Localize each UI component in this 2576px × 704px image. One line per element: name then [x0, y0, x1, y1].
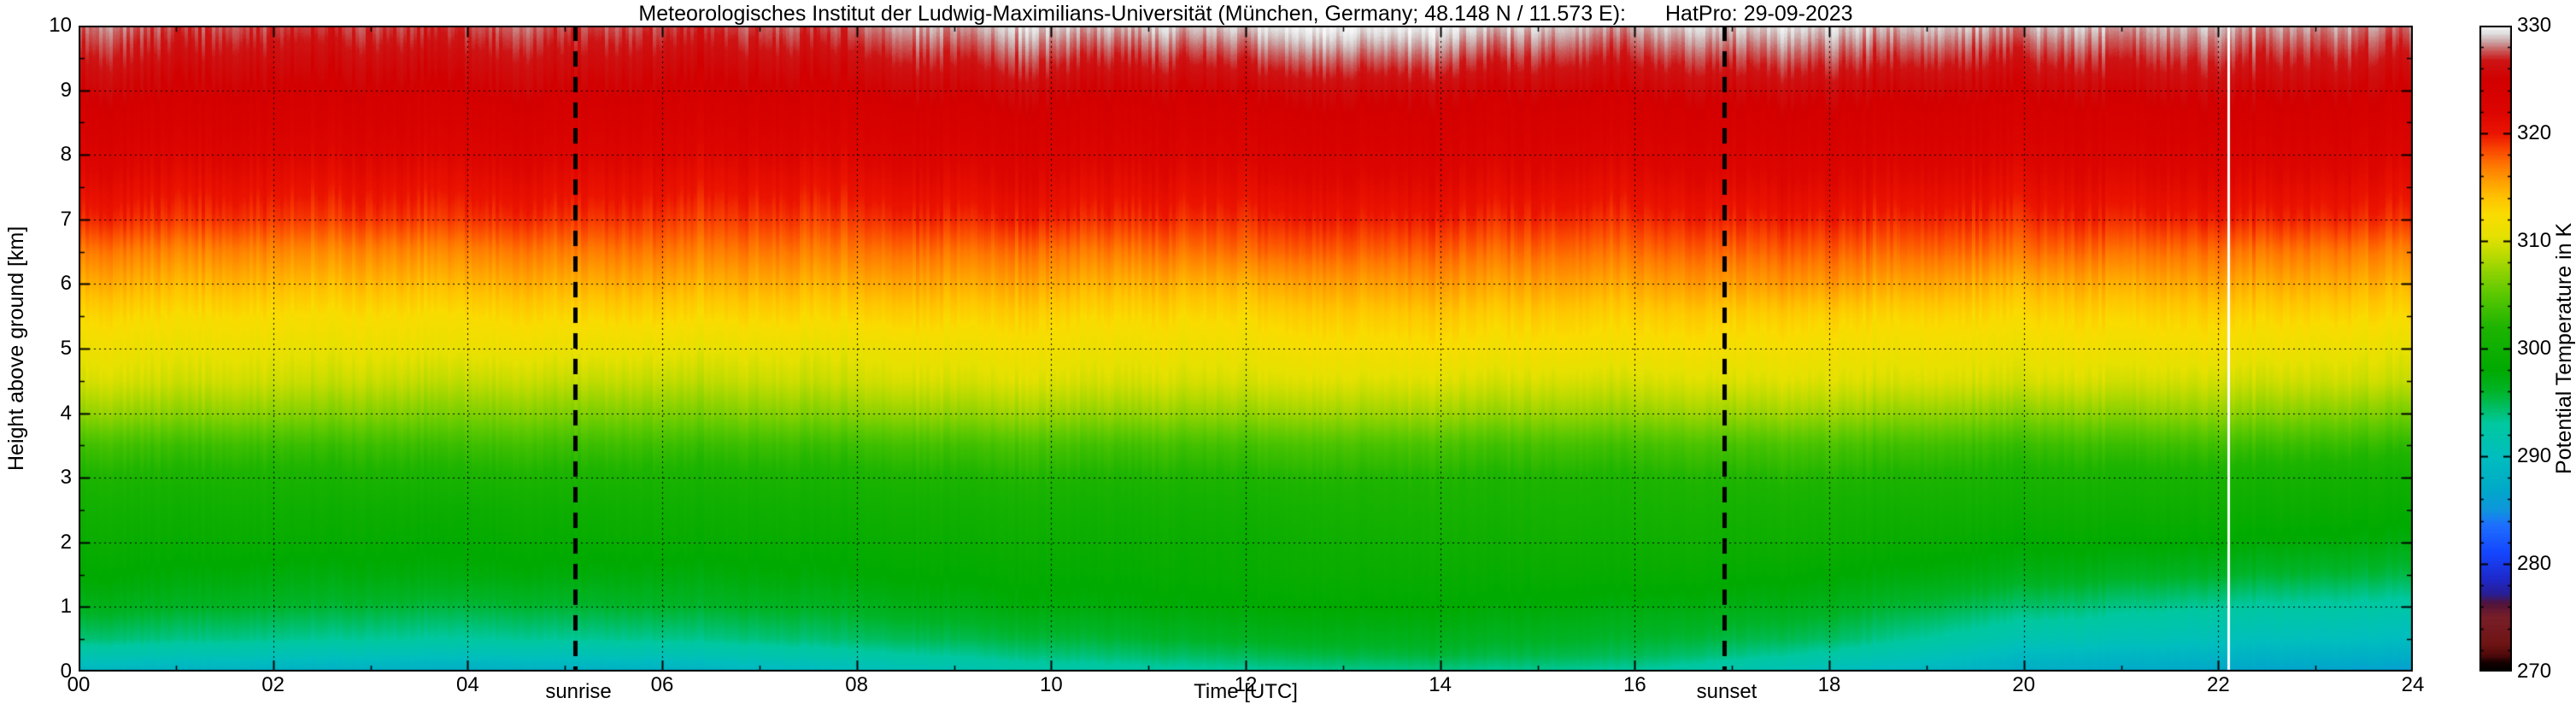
x-tick-label: 18: [1817, 673, 1841, 696]
colorbar-canvas: [2479, 26, 2512, 672]
sunrise-label: sunrise: [545, 680, 612, 703]
cb-tick-label: 310: [2517, 229, 2552, 252]
x-tick-label: 24: [2401, 673, 2425, 696]
sunset-label: sunset: [1696, 680, 1757, 703]
figure-title: Meteorologisches Institut der Ludwig-Max…: [79, 3, 2413, 25]
y-tick-label: 7: [60, 207, 72, 231]
y-tick-label: 5: [60, 337, 72, 360]
x-tick-label: 20: [2012, 673, 2035, 696]
cb-tick-label: 330: [2517, 14, 2552, 37]
y-tick-label: 8: [60, 143, 72, 167]
x-tick-label: 22: [2206, 673, 2230, 696]
y-tick-label: 4: [60, 401, 72, 425]
cb-tick-label: 290: [2517, 444, 2552, 467]
x-tick-label: 02: [261, 673, 285, 696]
cb-tick-label: 320: [2517, 121, 2552, 144]
y-tick-label: 6: [60, 272, 72, 296]
y-tick-label: 10: [49, 14, 72, 37]
cb-tick-label: 270: [2517, 660, 2552, 683]
y-tick-label: 9: [60, 78, 72, 102]
y-tick-label: 3: [60, 466, 72, 490]
cb-tick-label: 280: [2517, 552, 2552, 575]
x-tick-label: 12: [1234, 673, 1258, 696]
x-tick-label: 16: [1622, 673, 1646, 696]
cb-tick-label: 300: [2517, 337, 2552, 360]
x-tick-label: 06: [650, 673, 674, 696]
x-tick-label: 00: [67, 673, 91, 696]
x-axis-label: Time [UTC]: [1194, 680, 1298, 703]
figure-title-institute: Meteorologisches Institut der Ludwig-Max…: [638, 2, 1626, 26]
y-tick-label: 0: [60, 660, 72, 683]
x-tick-label: 04: [455, 673, 479, 696]
heatmap-canvas: [79, 26, 2413, 672]
y-tick-label: 1: [60, 595, 72, 619]
x-tick-label: 08: [845, 673, 868, 696]
x-tick-label: 14: [1429, 673, 1452, 696]
y-tick-label: 2: [60, 530, 72, 554]
figure-title-instrument-date: HatPro: 29-09-2023: [1665, 2, 1853, 26]
x-tick-label: 10: [1039, 673, 1063, 696]
